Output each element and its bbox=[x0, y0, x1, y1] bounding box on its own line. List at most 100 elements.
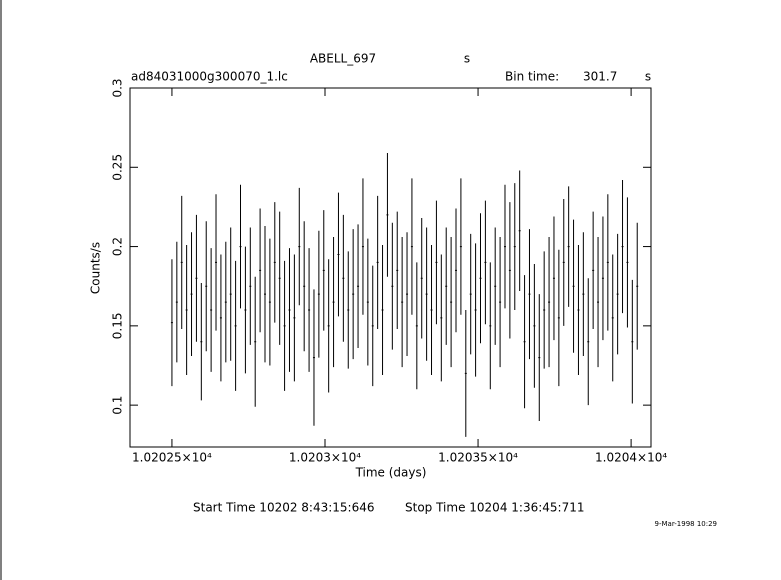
error-bar bbox=[180, 195, 183, 330]
error-bar bbox=[474, 243, 477, 377]
error-bar bbox=[562, 198, 565, 326]
error-bar bbox=[215, 194, 218, 331]
error-bar bbox=[464, 309, 467, 437]
x-axis-label: Time (days) bbox=[355, 466, 427, 480]
error-bar bbox=[308, 248, 311, 372]
error-bar bbox=[170, 259, 173, 387]
error-bar bbox=[484, 200, 487, 325]
error-bar bbox=[577, 244, 580, 376]
plot-frame bbox=[129, 87, 652, 448]
error-bar bbox=[263, 225, 266, 363]
error-bar bbox=[357, 224, 360, 349]
error-bar bbox=[332, 237, 335, 368]
error-bar bbox=[219, 254, 222, 382]
y-tick-label: 0.3 bbox=[111, 78, 125, 97]
error-bar bbox=[317, 230, 320, 358]
error-bar bbox=[528, 229, 531, 360]
y-axis-label: Counts/s bbox=[89, 242, 103, 294]
error-bar bbox=[469, 233, 472, 355]
error-bar bbox=[200, 283, 203, 401]
error-bar bbox=[283, 260, 286, 391]
error-bar bbox=[636, 222, 639, 350]
error-bar bbox=[244, 246, 247, 374]
error-bar bbox=[587, 278, 590, 406]
error-bar bbox=[430, 244, 433, 376]
error-bar bbox=[229, 227, 232, 361]
error-bar bbox=[322, 210, 325, 331]
error-bar bbox=[401, 237, 404, 368]
error-bar bbox=[494, 227, 497, 345]
error-bar bbox=[205, 221, 208, 352]
error-bar bbox=[175, 241, 178, 363]
y-tick-label: 0.15 bbox=[111, 312, 125, 339]
date: 9-Mar-1998 10:29 bbox=[655, 520, 717, 528]
y-tick-label: 0.25 bbox=[111, 154, 125, 181]
error-bar bbox=[420, 218, 423, 339]
y-tick-label: 0.1 bbox=[111, 396, 125, 415]
error-bar bbox=[479, 213, 482, 344]
error-bar bbox=[337, 192, 340, 317]
error-bar bbox=[249, 227, 252, 345]
error-bar bbox=[611, 254, 614, 382]
error-bar bbox=[298, 187, 301, 306]
bin-time: 301.7 bbox=[583, 70, 617, 84]
error-bar bbox=[406, 232, 409, 356]
x-tick-label: 1.0204×10⁴ bbox=[595, 451, 667, 465]
error-bar bbox=[592, 211, 595, 330]
x-tick-label: 1.02025×10⁴ bbox=[132, 451, 212, 465]
error-bar bbox=[450, 237, 453, 368]
error-bar bbox=[572, 219, 575, 353]
error-bar bbox=[352, 229, 355, 360]
error-bar bbox=[538, 294, 541, 421]
error-bar bbox=[273, 202, 276, 323]
error-bar bbox=[278, 211, 281, 345]
error-bar bbox=[518, 170, 521, 291]
error-bar bbox=[361, 178, 364, 315]
error-bar bbox=[254, 276, 257, 407]
error-bar bbox=[597, 237, 600, 368]
error-bar bbox=[626, 197, 629, 328]
error-bar bbox=[195, 214, 198, 342]
error-bar bbox=[499, 237, 502, 368]
error-bar bbox=[347, 251, 350, 369]
error-bar bbox=[533, 264, 536, 388]
error-bar bbox=[523, 275, 526, 409]
error-bar bbox=[552, 216, 555, 341]
error-bar bbox=[567, 186, 570, 307]
error-bar bbox=[455, 208, 458, 333]
error-bar bbox=[606, 194, 609, 331]
error-bar bbox=[293, 254, 296, 382]
error-bar bbox=[371, 265, 374, 387]
error-bar bbox=[327, 259, 330, 393]
error-bar bbox=[185, 244, 188, 376]
error-bar bbox=[366, 238, 369, 366]
error-bar bbox=[268, 238, 271, 366]
error-bar bbox=[445, 227, 448, 345]
error-bar bbox=[259, 208, 262, 333]
error-bar bbox=[621, 179, 624, 314]
error-bar bbox=[557, 249, 560, 387]
y-tick-label: 0.2 bbox=[111, 237, 125, 256]
error-bar bbox=[396, 211, 399, 330]
error-bar bbox=[410, 178, 413, 315]
start-time: Start Time 10202 8:43:15:646 bbox=[193, 501, 375, 515]
error-bar bbox=[190, 232, 193, 356]
error-bar bbox=[342, 214, 345, 342]
error-bar bbox=[489, 262, 492, 390]
error-bar bbox=[239, 184, 242, 309]
stop-time: Stop Time 10204 1:36:45:711 bbox=[405, 501, 584, 515]
error-bar bbox=[303, 221, 306, 352]
error-bar bbox=[440, 254, 443, 382]
error-bar bbox=[543, 251, 546, 369]
error-bar bbox=[503, 184, 506, 309]
error-bar bbox=[381, 244, 384, 376]
x-tick-label: 1.0203×10⁴ bbox=[289, 451, 361, 465]
error-bar bbox=[425, 227, 428, 361]
error-bar bbox=[601, 216, 604, 341]
bin-time-label: Bin time: bbox=[505, 70, 559, 84]
title-unit: s bbox=[464, 52, 470, 66]
bin-time-unit: s bbox=[645, 70, 651, 84]
file-name: ad84031000g300070_1.lc bbox=[131, 70, 288, 84]
error-bar bbox=[234, 260, 237, 391]
